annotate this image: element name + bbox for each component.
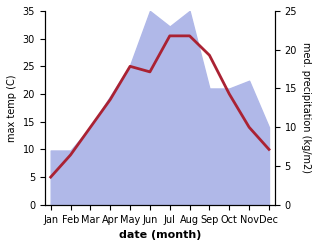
Y-axis label: med. precipitation (kg/m2): med. precipitation (kg/m2) <box>301 42 311 173</box>
X-axis label: date (month): date (month) <box>119 230 201 240</box>
Y-axis label: max temp (C): max temp (C) <box>7 74 17 142</box>
